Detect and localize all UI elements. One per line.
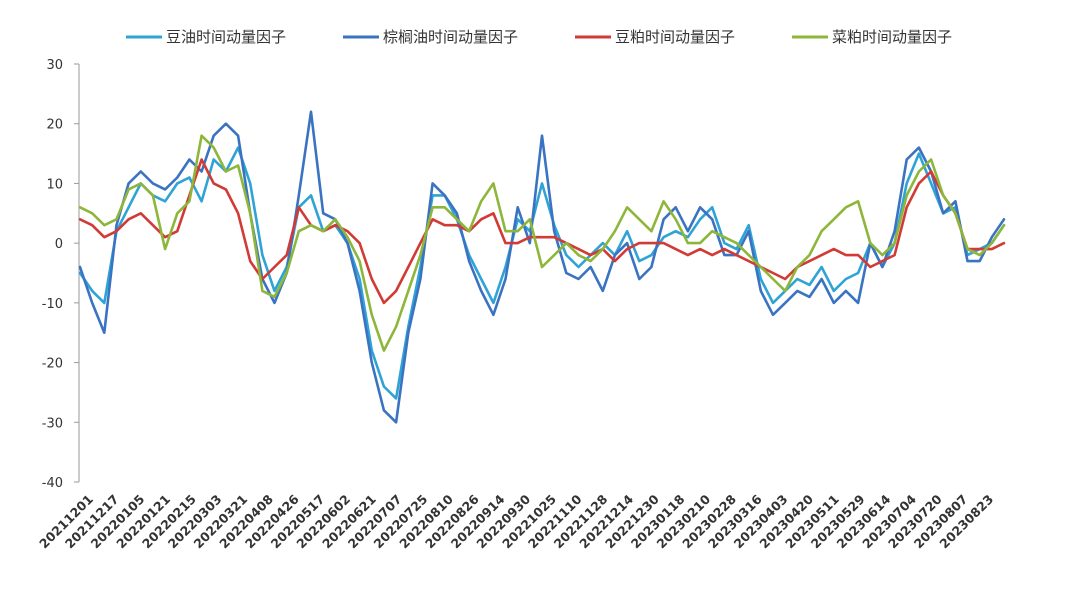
legend-label: 豆粕时间动量因子 xyxy=(615,28,735,46)
y-tick-label: 30 xyxy=(46,58,63,73)
series-line-1 xyxy=(78,146,1006,400)
series-line-2 xyxy=(78,110,1006,424)
y-tick-label: -30 xyxy=(42,416,63,431)
x-axis: 2021120120211217202201052022012120220215… xyxy=(36,491,996,551)
y-tick-label: 20 xyxy=(46,118,63,133)
y-tick-label: -10 xyxy=(42,297,63,312)
legend-label: 棕榈油时间动量因子 xyxy=(383,28,518,46)
legend-label: 豆油时间动量因子 xyxy=(166,28,286,46)
y-tick-label: -40 xyxy=(42,476,63,491)
series-layer xyxy=(78,110,1006,424)
series-line-3 xyxy=(78,158,1006,305)
legend-label: 菜粕时间动量因子 xyxy=(832,28,952,46)
y-axis: 30 20 10 0 -10 -20 -30 -40 xyxy=(42,58,80,491)
y-tick-label: 0 xyxy=(55,237,63,252)
legend: 豆油时间动量因子 棕榈油时间动量因子 豆粕时间动量因子 菜粕时间动量因子 xyxy=(126,28,952,46)
series-line-4 xyxy=(78,134,1006,352)
y-tick-label: -20 xyxy=(42,357,63,372)
y-tick-label: 10 xyxy=(46,177,63,192)
